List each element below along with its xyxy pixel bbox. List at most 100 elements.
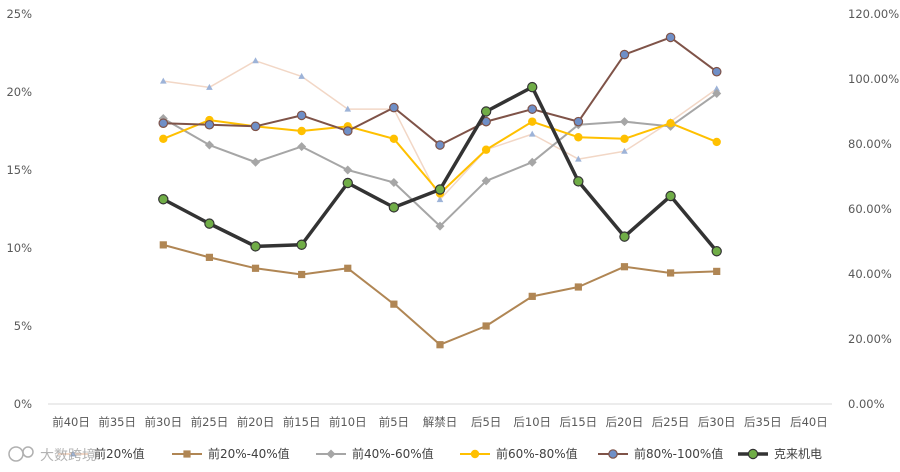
series-2: [159, 241, 721, 349]
left-tick-label: 10%: [6, 241, 32, 255]
left-tick-label: 15%: [6, 163, 32, 177]
legend-item: 前20%-40%值: [172, 446, 290, 461]
data-point: [389, 177, 399, 187]
right-tick-label: 20.00%: [848, 332, 892, 346]
series-line: [163, 243, 717, 346]
data-point: [297, 126, 306, 136]
right-tick-label: 100.00%: [848, 72, 899, 86]
data-point: [250, 241, 261, 252]
data-point: [574, 283, 582, 291]
legend-item: 前40%-60%值: [316, 446, 434, 461]
data-point: [204, 140, 214, 150]
data-point: [389, 102, 399, 113]
x-tick-label: 后5日: [471, 415, 501, 429]
data-point: [620, 263, 629, 271]
legend-label: 前20%-40%值: [208, 446, 290, 461]
data-point: [251, 264, 260, 272]
data-point: [621, 147, 628, 154]
series-line: [163, 36, 718, 147]
data-point: [204, 218, 215, 229]
data-point: [711, 246, 722, 257]
data-point: [712, 89, 722, 99]
data-point: [298, 72, 305, 79]
data-point: [326, 449, 336, 459]
data-point: [620, 134, 629, 143]
data-point: [296, 239, 307, 250]
data-point: [481, 176, 491, 186]
data-point: [342, 177, 353, 189]
data-point: [250, 121, 261, 132]
data-point: [298, 270, 306, 279]
right-tick-label: 60.00%: [848, 202, 892, 216]
data-point: [388, 202, 400, 213]
series-line: [162, 92, 718, 228]
data-point: [436, 196, 444, 203]
data-point: [665, 190, 676, 202]
left-tick-label: 5%: [14, 319, 32, 333]
legend-label: 前40%-60%值: [352, 446, 434, 461]
legend-item: 克来机电: [738, 447, 822, 461]
series-line: [163, 60, 718, 201]
data-point: [342, 126, 353, 136]
x-tick-label: 后10日: [513, 415, 551, 429]
watermark-logo-icon: [8, 446, 34, 462]
x-tick-label: 前20日: [237, 415, 275, 429]
x-tick-label: 后15日: [560, 415, 598, 429]
data-point: [528, 117, 537, 126]
series-1: [159, 57, 721, 203]
legend: 前20%值 前20%-40%值 前40%-60%值 前60%-80%值 前80%-100…: [58, 446, 822, 461]
right-tick-label: 80.00%: [848, 137, 892, 151]
series-5: [158, 32, 722, 150]
data-point: [296, 110, 307, 121]
data-point: [666, 269, 675, 277]
right-tick-label: 0.00%: [848, 397, 885, 411]
data-point: [69, 450, 77, 457]
x-tick-label: 后25日: [652, 415, 690, 429]
data-point: [390, 300, 398, 308]
data-point: [251, 157, 261, 167]
x-tick-label: 后20日: [606, 415, 644, 429]
data-point: [344, 105, 352, 112]
x-tick-label: 前10日: [329, 415, 367, 429]
x-tick-label: 前30日: [144, 415, 182, 429]
series-3: [158, 89, 722, 231]
data-point: [159, 241, 167, 249]
legend-item: 前20%值: [58, 446, 145, 461]
data-point: [747, 448, 759, 460]
legend-label: 前80%-100%值: [634, 446, 723, 461]
data-point: [481, 145, 491, 154]
data-point: [183, 450, 191, 458]
series-group: [158, 32, 722, 349]
x-tick-label: 前40日: [52, 415, 90, 429]
data-point: [480, 106, 492, 117]
data-point: [158, 194, 169, 205]
right-tick-label: 120.00%: [848, 7, 899, 21]
x-tick-label: 后40日: [790, 415, 828, 429]
right-axis: 0.00% 20.00% 40.00% 60.00% 80.00% 100.00% 120.…: [848, 7, 899, 411]
data-point: [619, 49, 630, 60]
data-point: [434, 184, 446, 195]
data-point: [666, 119, 675, 128]
legend-label: 前60%-80%值: [496, 446, 578, 461]
data-point: [575, 155, 582, 162]
data-point: [205, 253, 214, 261]
data-point: [527, 81, 538, 93]
data-point: [573, 176, 584, 187]
data-point: [435, 221, 445, 231]
data-point: [435, 140, 445, 150]
data-point: [158, 118, 169, 128]
data-point: [713, 85, 721, 92]
x-tick-label: 前35日: [98, 415, 136, 429]
data-point: [712, 137, 721, 147]
data-point: [159, 134, 168, 143]
data-point: [297, 142, 307, 152]
series-6: [158, 81, 722, 257]
data-point: [470, 449, 480, 459]
x-axis: 前40日 前35日 前30日 前25日 前20日 前15日 前10日 前5日 解禁日 后5日 后10…: [52, 415, 828, 429]
data-point: [389, 134, 399, 143]
data-point: [713, 267, 721, 275]
data-point: [344, 264, 352, 272]
x-tick-label: 前15日: [283, 415, 321, 429]
